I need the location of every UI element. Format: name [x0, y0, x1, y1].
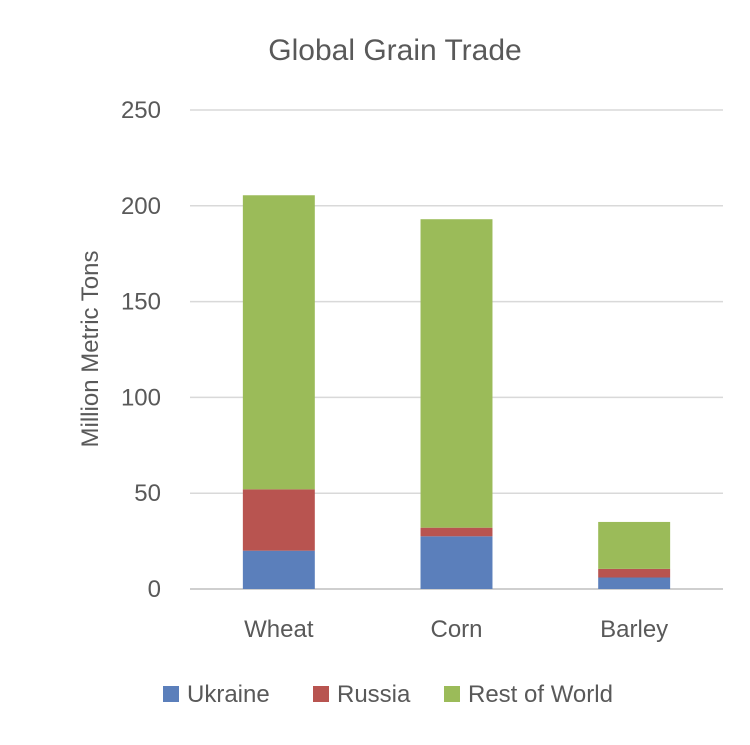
- bars: [242, 195, 671, 589]
- y-tick-label: 250: [121, 97, 161, 124]
- chart-title: Global Grain Trade: [268, 34, 521, 67]
- legend-swatch: [313, 686, 329, 702]
- bar-barley-russia: [598, 568, 671, 578]
- x-axis-ticks: Wheat Corn Barley: [244, 616, 668, 643]
- y-tick-label: 150: [121, 289, 161, 316]
- bar-barley-rest-of-world: [598, 521, 671, 569]
- legend: Ukraine Russia Rest of World: [163, 681, 613, 708]
- legend-label: Russia: [337, 681, 411, 708]
- y-axis-ticks: 0 50 100 150 200 250: [121, 97, 161, 603]
- y-tick-label: 200: [121, 193, 161, 220]
- legend-label: Ukraine: [187, 681, 270, 708]
- bar-wheat-ukraine: [242, 550, 315, 589]
- x-tick-label: Corn: [430, 616, 482, 643]
- y-tick-label: 0: [148, 576, 161, 603]
- bar-wheat-russia: [242, 489, 315, 551]
- legend-swatch: [163, 686, 179, 702]
- bar-wheat-rest-of-world: [242, 195, 315, 490]
- y-axis-label: Million Metric Tons: [77, 251, 104, 448]
- bar-corn-russia: [420, 527, 493, 537]
- x-tick-label: Barley: [600, 616, 668, 643]
- y-tick-label: 100: [121, 384, 161, 411]
- bar-corn-ukraine: [420, 536, 493, 589]
- x-tick-label: Wheat: [244, 616, 314, 643]
- y-tick-label: 50: [134, 480, 161, 507]
- bar-barley-ukraine: [598, 577, 671, 589]
- legend-swatch: [444, 686, 460, 702]
- legend-label: Rest of World: [468, 681, 613, 708]
- bar-corn-rest-of-world: [420, 219, 493, 528]
